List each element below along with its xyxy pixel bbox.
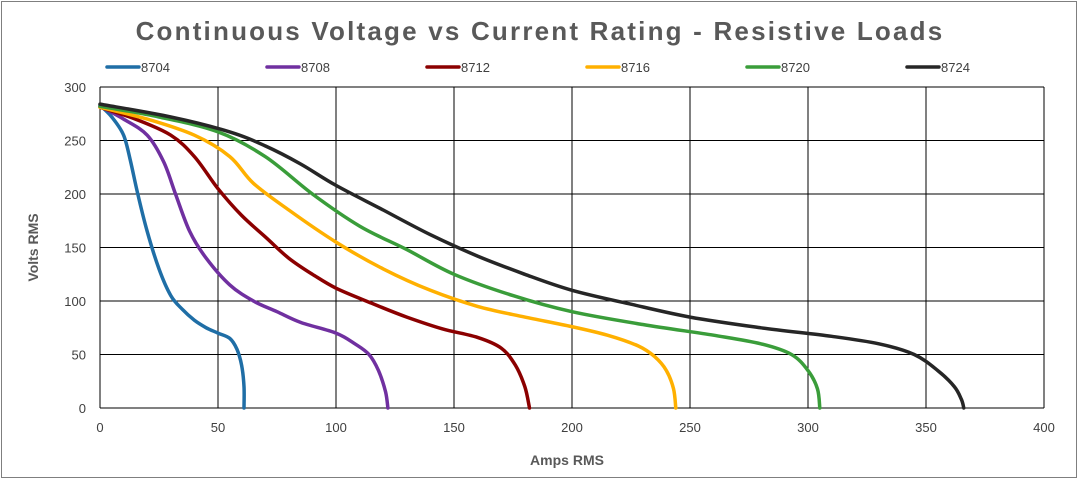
y-tick-label: 200 <box>64 187 86 202</box>
x-tick-label: 200 <box>561 420 583 435</box>
series-line-8708 <box>98 104 390 410</box>
y-tick-label: 50 <box>72 348 86 363</box>
series-line-8712 <box>98 105 532 410</box>
x-tick-label: 0 <box>96 420 103 435</box>
y-tick-label: 300 <box>64 80 86 95</box>
x-tick-label: 150 <box>443 420 465 435</box>
series-line-8724 <box>98 102 966 410</box>
series-line-8720 <box>98 104 822 410</box>
y-axis-title: Volts RMS <box>25 213 41 281</box>
x-tick-label: 50 <box>211 420 225 435</box>
series-line-8704 <box>98 103 246 410</box>
chart-title: Continuous Voltage vs Current Rating - R… <box>135 16 945 46</box>
x-tick-label: 400 <box>1033 420 1055 435</box>
x-tick-label: 250 <box>679 420 701 435</box>
legend-label-8712: 8712 <box>461 60 490 75</box>
y-tick-label: 250 <box>64 134 86 149</box>
y-tick-label: 100 <box>64 294 86 309</box>
x-axis-title: Amps RMS <box>530 452 604 468</box>
x-tick-label: 100 <box>325 420 347 435</box>
legend-label-8708: 8708 <box>301 60 330 75</box>
x-tick-label: 350 <box>915 420 937 435</box>
series-line-8716 <box>98 105 678 410</box>
legend-label-8716: 8716 <box>621 60 650 75</box>
x-tick-label: 300 <box>797 420 819 435</box>
legend-label-8724: 8724 <box>941 60 970 75</box>
y-tick-label: 150 <box>64 241 86 256</box>
y-tick-label: 0 <box>79 401 86 416</box>
legend-label-8720: 8720 <box>781 60 810 75</box>
legend-label-8704: 8704 <box>141 60 170 75</box>
